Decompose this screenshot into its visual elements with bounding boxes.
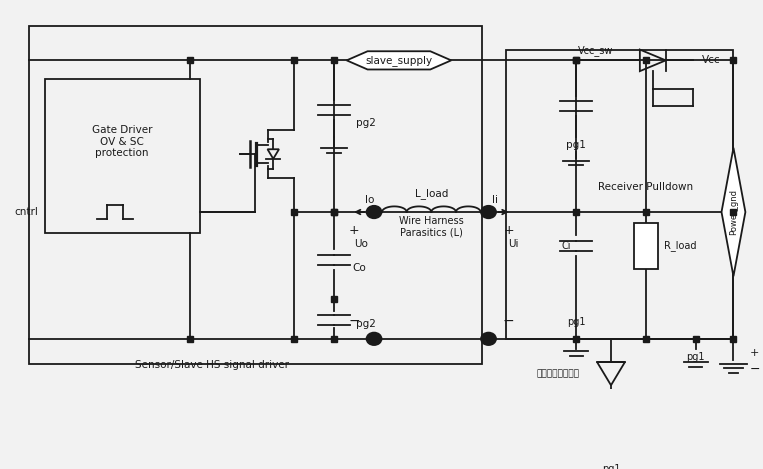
Text: Io: Io	[365, 196, 375, 205]
Text: Gate Driver
OV & SC
protection: Gate Driver OV & SC protection	[92, 125, 153, 158]
Text: pg1: pg1	[567, 317, 585, 327]
Polygon shape	[722, 148, 745, 276]
Text: +: +	[749, 348, 758, 358]
Bar	[634, 223, 658, 269]
Circle shape	[481, 206, 496, 218]
Text: slave_supply: slave_supply	[365, 55, 433, 66]
Text: Co: Co	[353, 263, 366, 272]
Text: L_load: L_load	[414, 189, 448, 199]
Text: Uo: Uo	[354, 239, 368, 249]
Text: pg1: pg1	[566, 140, 586, 150]
Text: 汽车电子硬件设计: 汽车电子硬件设计	[536, 369, 580, 378]
Circle shape	[366, 333, 382, 345]
Text: Vcc: Vcc	[702, 55, 720, 65]
Bar	[507, 51, 733, 339]
Text: Ci: Ci	[562, 241, 571, 251]
Circle shape	[366, 206, 382, 218]
Text: Receiver Pulldown: Receiver Pulldown	[598, 182, 694, 192]
Text: −: −	[503, 314, 514, 328]
Text: pg2: pg2	[356, 319, 376, 329]
Text: Ii: Ii	[491, 196, 497, 205]
Text: Sensor/Slave HS signal driver: Sensor/Slave HS signal driver	[135, 360, 289, 371]
Text: −: −	[349, 314, 360, 328]
Polygon shape	[346, 51, 451, 69]
Text: pg1: pg1	[602, 464, 620, 469]
Text: Ui: Ui	[508, 239, 519, 249]
Text: +: +	[349, 224, 359, 237]
Bar	[46, 79, 200, 233]
Bar	[28, 25, 481, 363]
Text: −: −	[749, 363, 760, 376]
Text: Power_gnd: Power_gnd	[729, 189, 738, 235]
Text: pg1: pg1	[687, 352, 705, 362]
Text: +: +	[503, 224, 513, 237]
Text: pg2: pg2	[356, 118, 376, 129]
Text: cntrl: cntrl	[14, 207, 38, 217]
Circle shape	[481, 333, 496, 345]
Text: Vcc_sw: Vcc_sw	[578, 45, 613, 56]
Text: R_load: R_load	[664, 241, 697, 251]
Text: Wire Harness
Parasitics (L): Wire Harness Parasitics (L)	[399, 216, 464, 238]
